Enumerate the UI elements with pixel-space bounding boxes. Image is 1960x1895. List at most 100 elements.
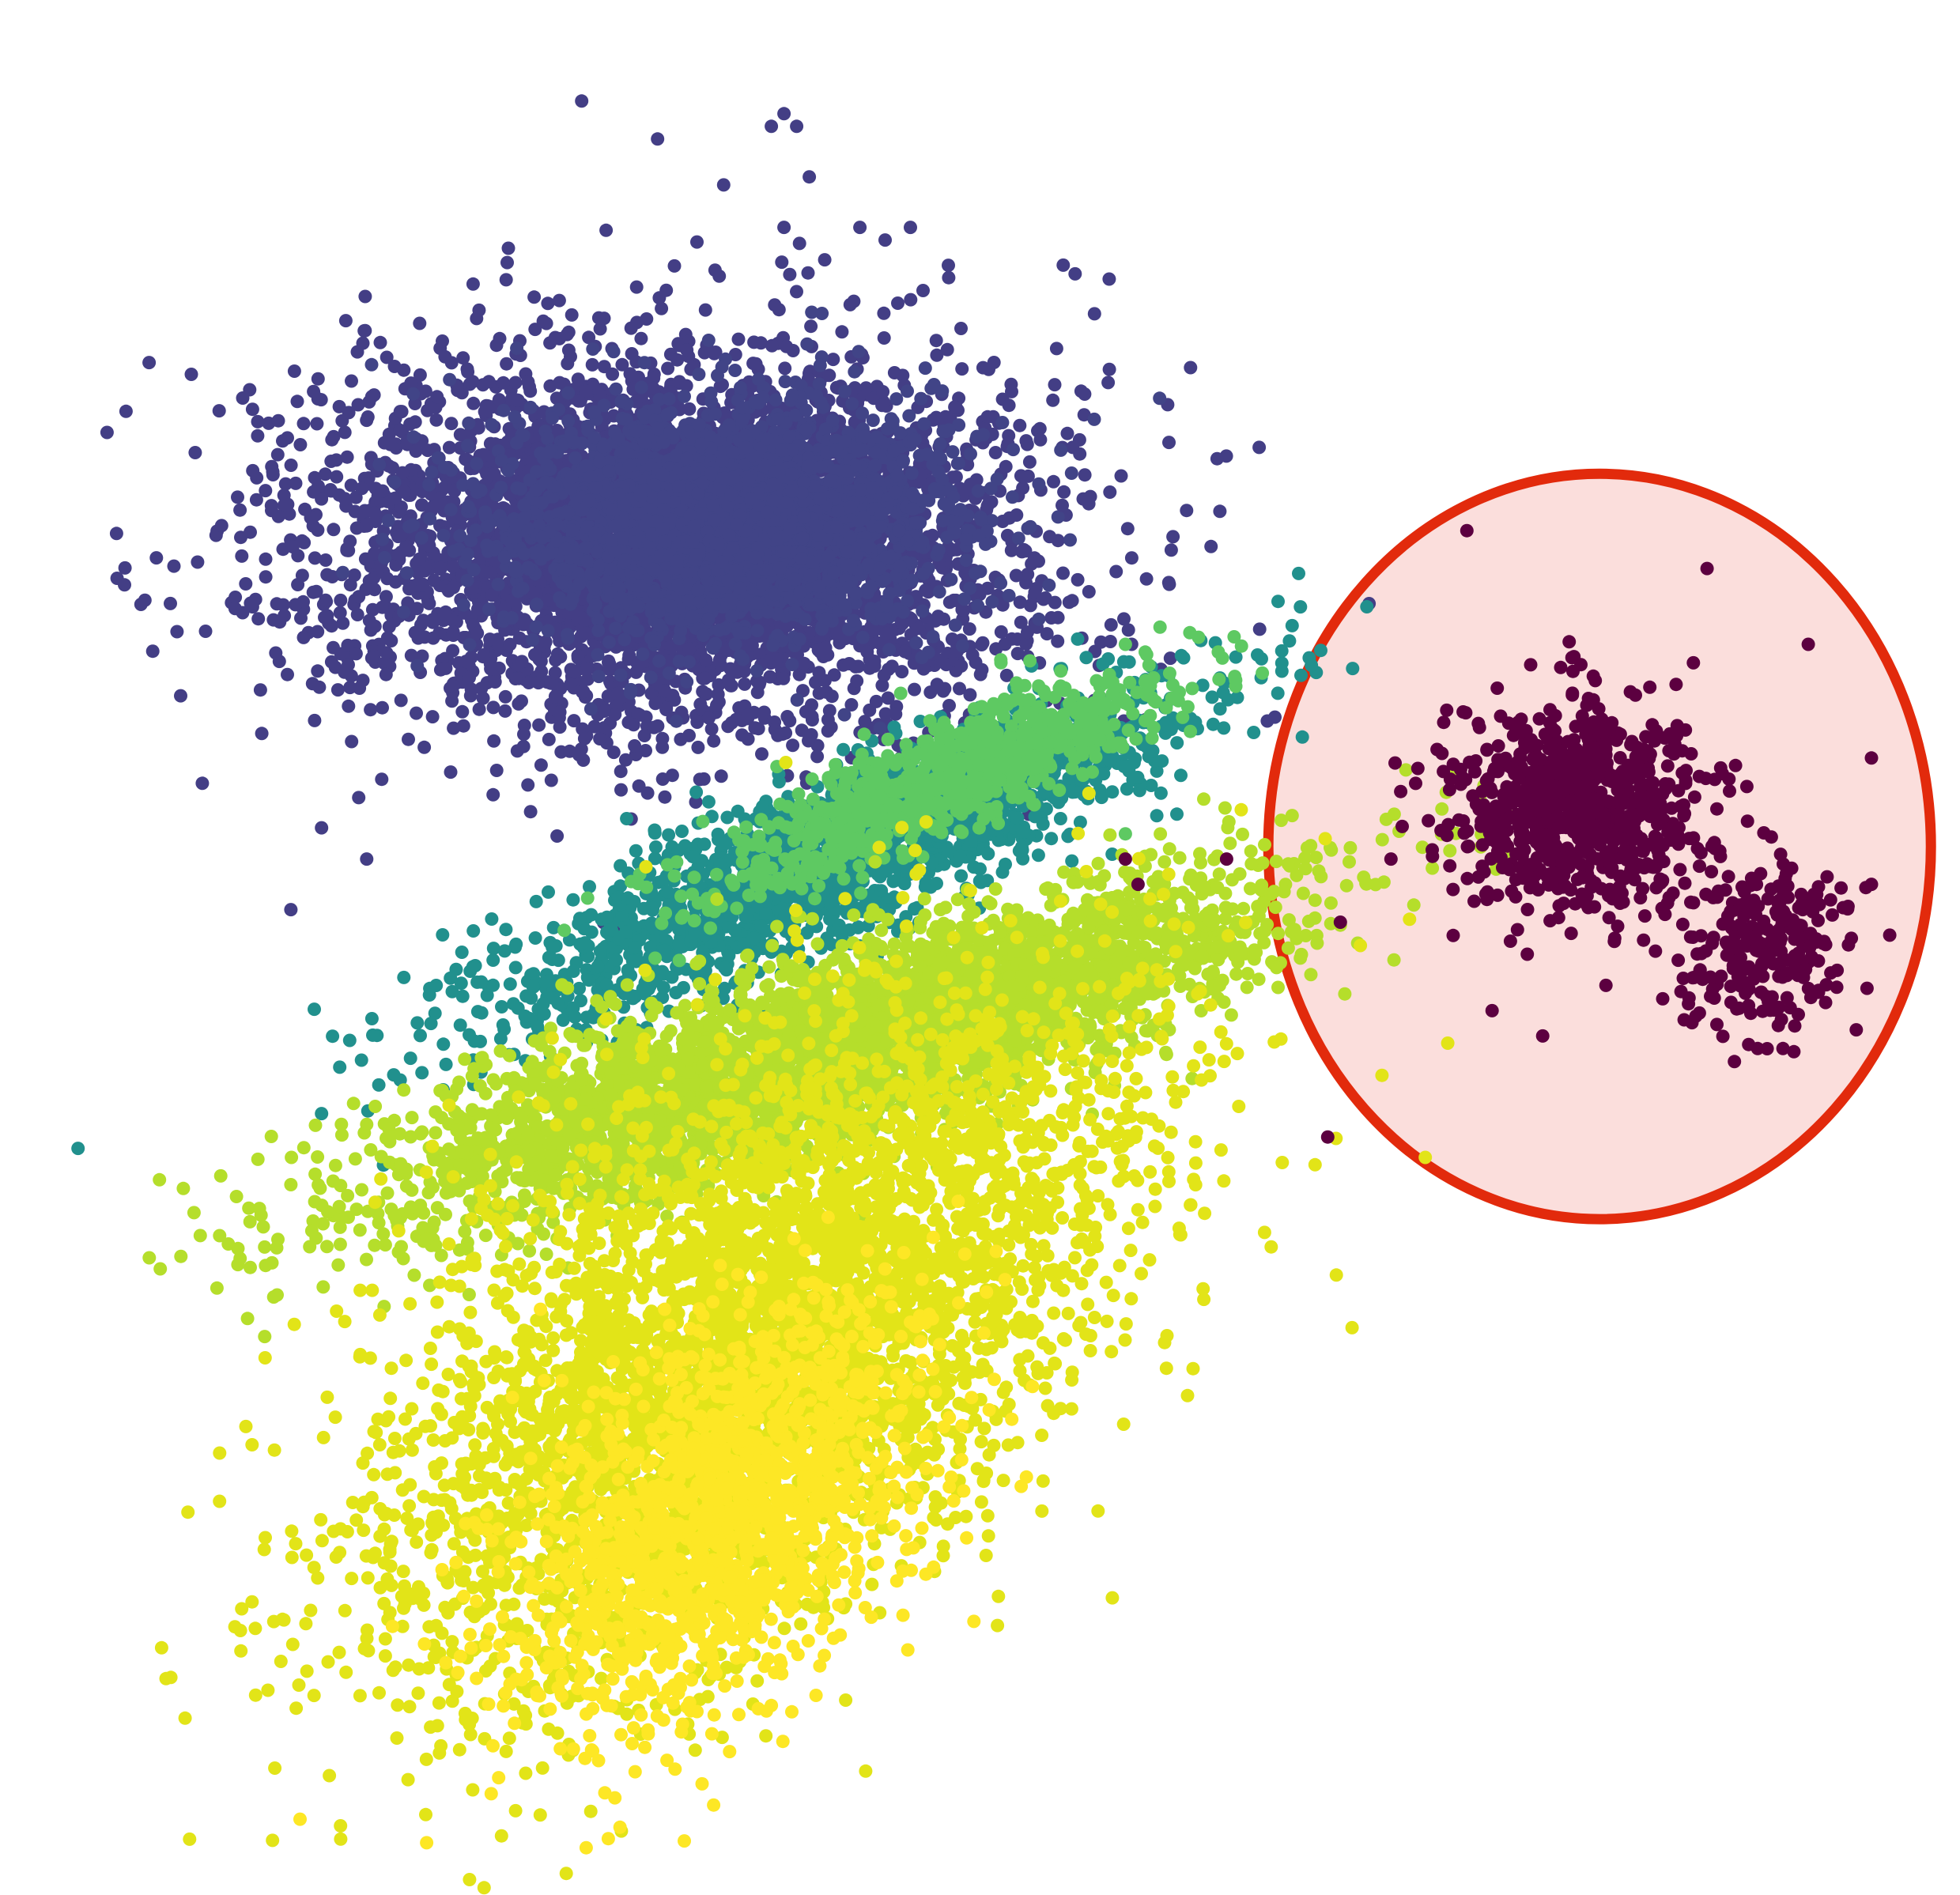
scatter-point-blue-blob bbox=[571, 372, 585, 387]
scatter-point-blue-blob bbox=[251, 428, 265, 443]
scatter-point-blue-blob bbox=[344, 478, 358, 493]
scatter-point-blue-blob bbox=[747, 335, 761, 349]
scatter-point-blue-blob bbox=[738, 677, 752, 691]
scatter-point-blue-blob bbox=[969, 655, 983, 670]
scatter-point-blue-blob bbox=[361, 410, 375, 424]
scatter-point-blue-blob bbox=[352, 590, 366, 604]
scatter-point-blue-blob bbox=[805, 709, 819, 723]
scatter-point-blue-blob bbox=[466, 277, 480, 291]
scatter-point-blue-blob bbox=[640, 786, 655, 800]
scatter-point-blue-blob bbox=[850, 674, 864, 688]
scatter-point-blue-blob bbox=[542, 732, 556, 746]
scatter-point-blue-blob bbox=[1120, 522, 1135, 536]
scatter-point-blue-blob bbox=[307, 384, 321, 398]
scatter-point-blue-core bbox=[680, 674, 694, 689]
scatter-point-blue-core bbox=[669, 714, 683, 728]
scatter-point-blue-blob bbox=[1057, 485, 1071, 499]
scatter-point-blue-blob bbox=[341, 638, 355, 652]
scatter-point-blue-blob bbox=[344, 669, 358, 683]
scatter-point-blue-blob bbox=[477, 647, 491, 662]
scatter-point-blue-blob bbox=[373, 335, 387, 349]
scatter-point-blue-blob bbox=[233, 503, 247, 517]
scatter-point-blue-blob bbox=[309, 584, 323, 598]
scatter-point-blue-core bbox=[406, 387, 421, 401]
scatter-point-blue-blob bbox=[1049, 342, 1063, 356]
scatter-point-blue-core bbox=[909, 636, 923, 650]
scatter-point-blue-blob bbox=[548, 666, 562, 680]
scatter-point-blue-blob bbox=[284, 459, 298, 472]
scatter-point-blue-blob bbox=[380, 572, 395, 586]
scatter-point-blue-blob bbox=[277, 499, 291, 512]
scatter-point-blue-blob bbox=[878, 707, 893, 721]
scatter-point-blue-blob bbox=[432, 626, 447, 640]
scatter-point-blue-blob bbox=[239, 577, 253, 591]
scatter-point-blue-blob bbox=[320, 609, 334, 623]
scatter-point-blue-blob bbox=[459, 655, 473, 669]
scatter-point-blue-blob bbox=[1204, 539, 1218, 553]
scatter-point-blue-blob bbox=[748, 721, 762, 735]
scatter-point-blue-blob bbox=[560, 327, 574, 342]
scatter-point-blue-blob bbox=[1161, 576, 1176, 590]
scatter-point-blue-blob bbox=[191, 555, 205, 569]
scatter-point-blue-core bbox=[609, 621, 623, 636]
scatter-point-blue-blob bbox=[384, 634, 398, 647]
scatter-point-blue-blob bbox=[212, 404, 226, 418]
scatter-point-blue-blob bbox=[410, 706, 423, 720]
scatter-point-blue-blob bbox=[488, 675, 502, 689]
scatter-point-blue-blob bbox=[1046, 393, 1060, 407]
scatter-point-blue-blob bbox=[711, 687, 725, 701]
scatter-point-blue-blob bbox=[670, 353, 685, 367]
scatter-point-blue-blob bbox=[453, 428, 467, 442]
scatter-point-blue-core bbox=[529, 620, 543, 634]
scatter-point-blue-blob bbox=[430, 390, 444, 404]
scatter-point-blue-blob bbox=[338, 492, 352, 506]
scatter-point-blue-blob bbox=[422, 596, 436, 610]
scatter-point-blue-blob bbox=[290, 394, 304, 409]
scatter-point-blue-core bbox=[478, 505, 493, 519]
scatter-point-blue-core bbox=[644, 670, 658, 685]
scatter-point-blue-blob bbox=[324, 455, 338, 468]
scatter-point-blue-blob bbox=[728, 348, 742, 361]
scatter-point-blue-blob bbox=[702, 711, 716, 725]
scatter-point-blue-blob bbox=[470, 626, 485, 640]
scatter-point-blue-blob bbox=[164, 596, 177, 610]
scatter-point-blue-blob bbox=[311, 372, 325, 386]
scatter-points bbox=[71, 94, 1897, 1895]
scatter-point-blue-core bbox=[530, 597, 544, 611]
scatter-point-blue-blob bbox=[523, 805, 538, 819]
scatter-point-blue-blob bbox=[585, 357, 599, 372]
scatter-point-blue-blob bbox=[755, 747, 769, 761]
scatter-point-blue-blob bbox=[338, 314, 353, 328]
scatter-point-blue-blob bbox=[973, 667, 988, 681]
scatter-point-blue-blob bbox=[1037, 592, 1051, 606]
scatter-point-blue-blob bbox=[476, 691, 490, 705]
scatter-point-blue-blob bbox=[498, 704, 512, 718]
scatter-point-blue-blob bbox=[330, 683, 345, 697]
scatter-point-blue-blob bbox=[1102, 272, 1116, 286]
scatter-point-blue-blob bbox=[1056, 566, 1070, 580]
scatter-point-blue-blob bbox=[1014, 615, 1028, 629]
scatter-point-blue-blob bbox=[1004, 543, 1018, 557]
scatter-point-blue-blob bbox=[582, 330, 596, 345]
scatter-point-blue-blob bbox=[1060, 426, 1074, 440]
scatter-point-blue-blob bbox=[356, 336, 370, 350]
scatter-point-blue-blob bbox=[571, 648, 585, 662]
scatter-point-blue-blob bbox=[437, 607, 451, 621]
scatter-point-blue-blob bbox=[413, 552, 426, 566]
scatter-point-blue-blob bbox=[1047, 474, 1060, 489]
scatter-point-blue-core bbox=[932, 585, 946, 599]
scatter-point-blue-blob bbox=[963, 688, 977, 702]
scatter-point-blue-blob bbox=[897, 644, 912, 659]
scatter-point-blue-blob bbox=[528, 647, 542, 662]
scatter-point-blue-blob bbox=[174, 689, 187, 703]
scatter-point-blue-blob bbox=[698, 303, 712, 317]
scatter-point-blue-blob bbox=[487, 734, 501, 748]
scatter-point-blue-blob bbox=[296, 417, 311, 431]
scatter-point-blue-blob bbox=[567, 714, 581, 728]
scatter-point-blue-blob bbox=[1002, 398, 1016, 413]
scatter-point-blue-blob bbox=[442, 440, 456, 455]
scatter-point-blue-blob bbox=[534, 758, 548, 772]
scatter-point-blue-blob bbox=[508, 376, 523, 390]
scatter-point-blue-blob bbox=[508, 672, 523, 685]
scatter-point-blue-blob bbox=[368, 583, 382, 597]
